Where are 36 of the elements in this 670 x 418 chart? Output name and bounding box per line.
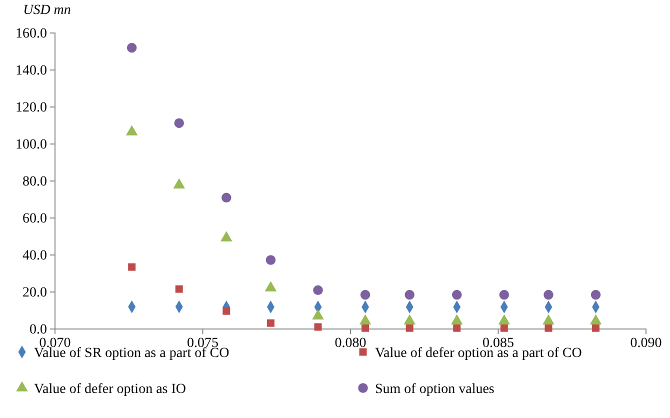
x-tick-label: 0.090 [630,336,662,351]
y-tick-label: 100.0 [16,137,47,152]
y-axis-title: USD mn [23,3,71,18]
y-tick-label: 0.0 [30,322,47,338]
point [266,255,276,265]
point [128,263,136,271]
point [314,323,322,331]
legend-label: Value of defer option as IO [34,382,186,397]
point [222,192,232,203]
point [222,307,230,315]
point [313,285,323,296]
y-tick-label: 120.0 [16,100,47,116]
y-tick-label: 20.0 [22,285,47,300]
point [544,290,554,300]
point [453,324,461,332]
y-tick-label: 160.0 [16,26,47,42]
point [590,290,601,300]
point [404,290,414,300]
point [360,290,370,300]
point [266,319,274,327]
point [175,285,183,293]
point [126,42,137,53]
y-tick-label: 40.0 [22,248,47,264]
point [500,324,508,332]
point [592,324,600,332]
point [452,290,462,300]
point [362,324,370,332]
y-tick-label: 80.0 [22,174,47,190]
point [499,290,510,300]
point [544,324,552,332]
x-tick-label: 0.080 [334,336,366,351]
point [174,118,184,128]
point [406,324,414,332]
y-tick-label: 140.0 [16,63,47,78]
legend-label: Sum of option values [375,382,494,397]
y-tick-label: 60.0 [22,211,47,226]
